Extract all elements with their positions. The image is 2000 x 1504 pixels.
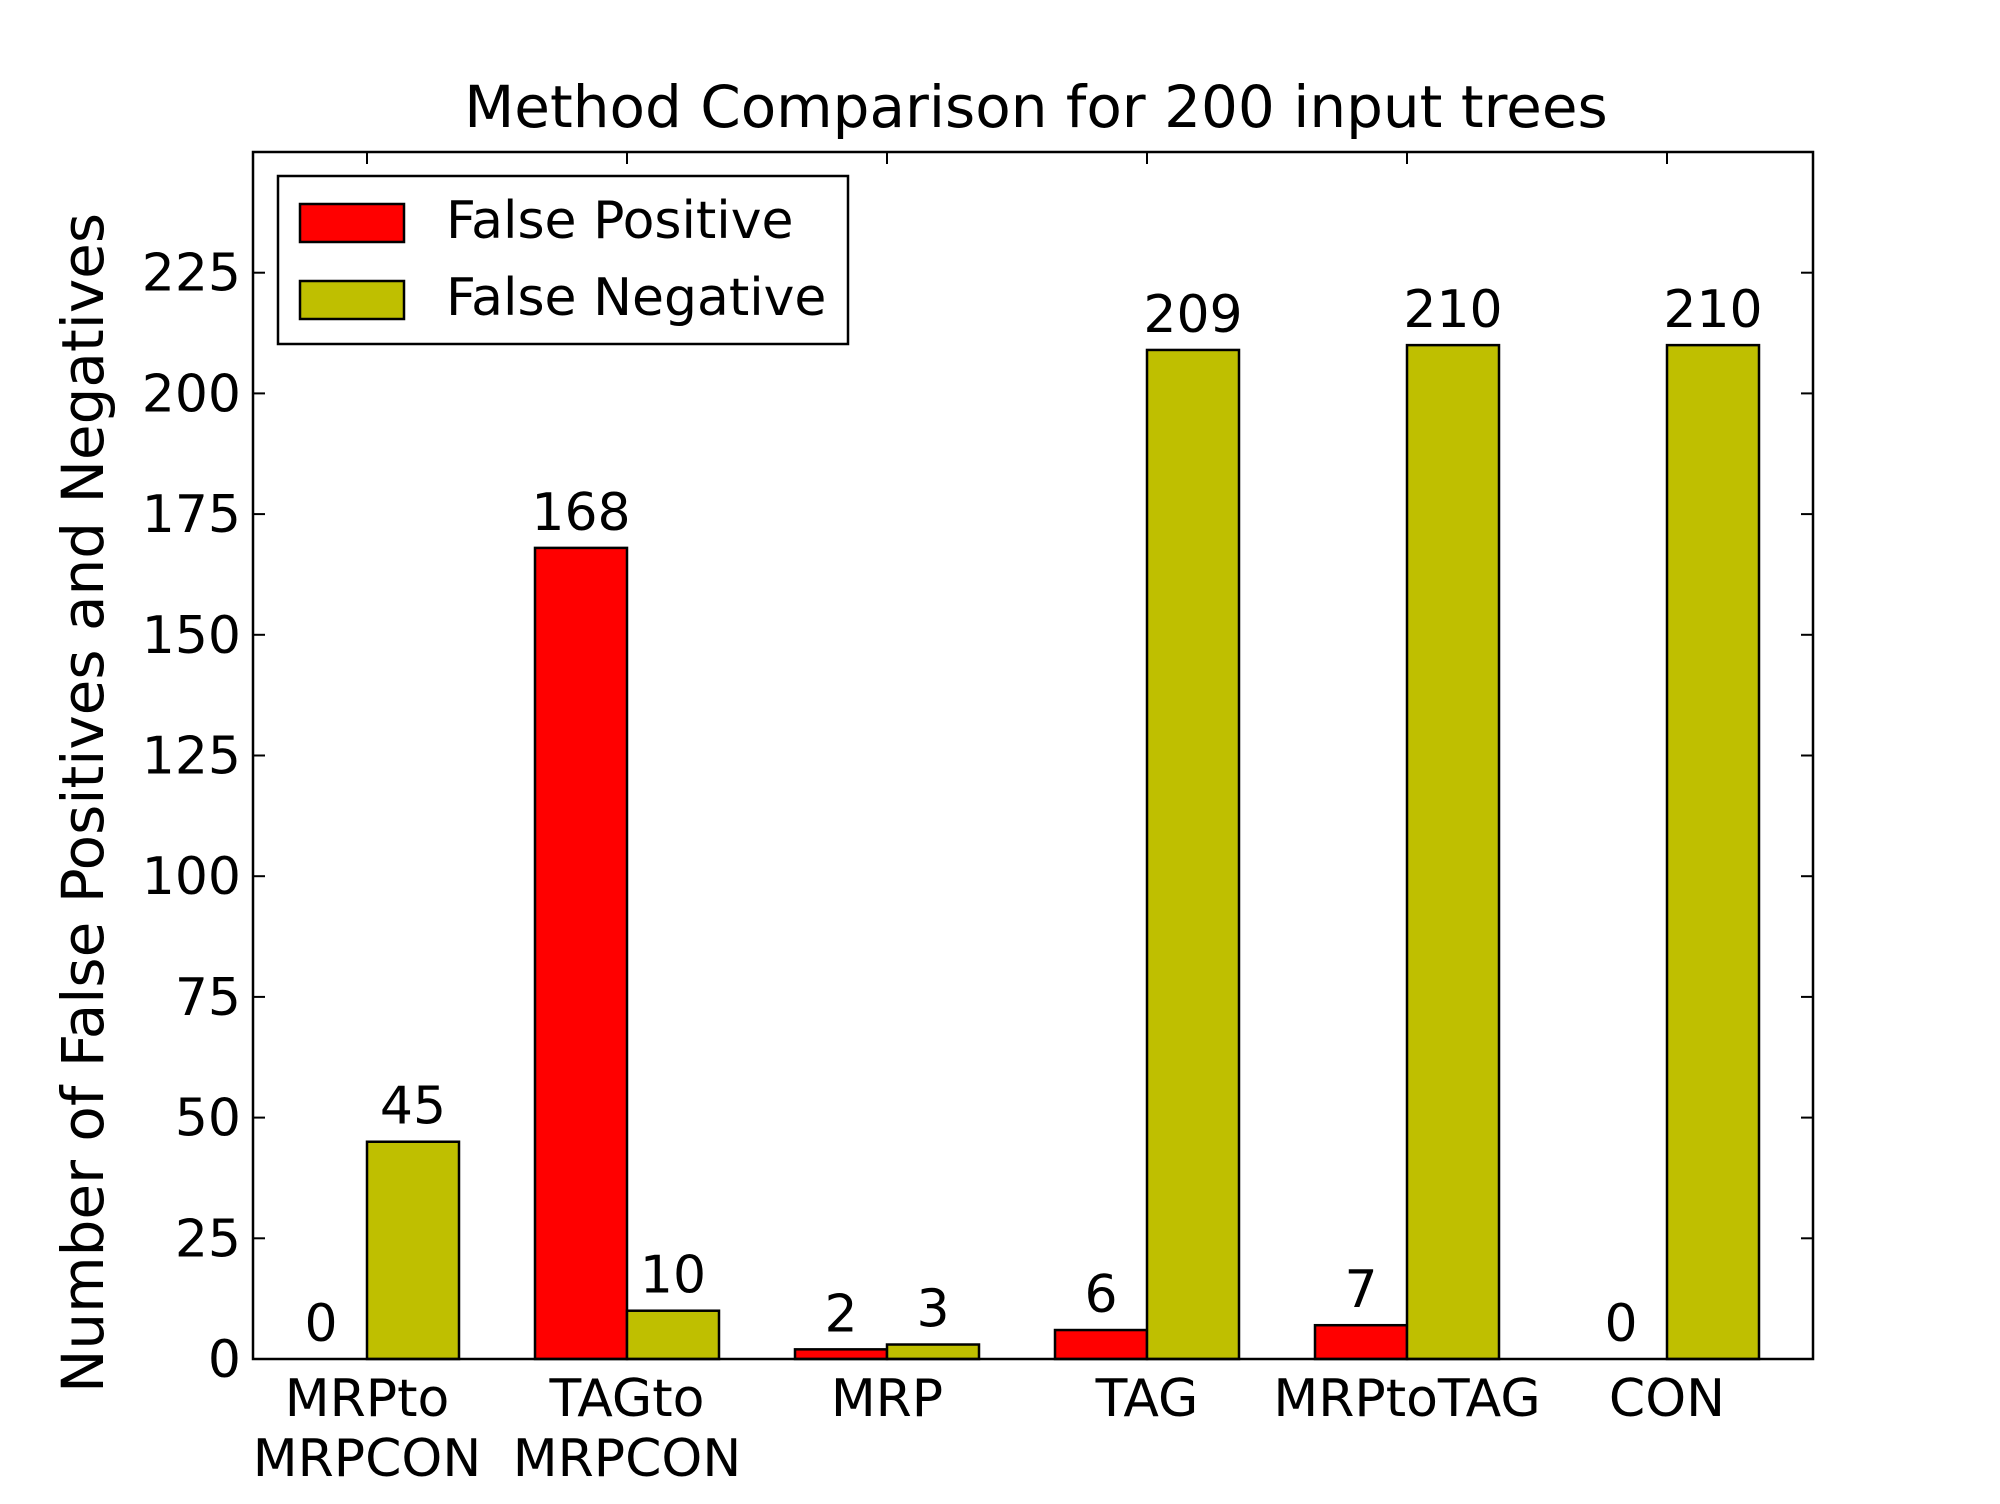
y-tick-label: 100 xyxy=(142,847,241,907)
bar-false-positive-2 xyxy=(793,1348,889,1361)
y-tick-label: 150 xyxy=(142,606,241,666)
bars-layer xyxy=(365,343,1761,1361)
y-tick-label: 50 xyxy=(175,1089,241,1149)
data-label: 210 xyxy=(1663,280,1762,340)
legend-swatch xyxy=(298,279,406,321)
legend-label: False Negative xyxy=(446,268,826,328)
data-label: 7 xyxy=(1344,1260,1377,1320)
y-tick-label: 75 xyxy=(175,968,241,1028)
legend-label: False Positive xyxy=(446,191,794,251)
x-tick-label: MRPtoTAG xyxy=(1273,1369,1540,1429)
data-label: 10 xyxy=(640,1246,706,1306)
y-tick-label: 125 xyxy=(142,727,241,787)
chart-title: Method Comparison for 200 input trees xyxy=(464,73,1608,141)
x-tick-label: MRPto xyxy=(285,1369,450,1429)
bar-false-positive-1 xyxy=(533,546,629,1361)
legend-swatch xyxy=(298,202,406,244)
x-tick-label: TAG xyxy=(1095,1369,1199,1429)
bar-false-positive-4 xyxy=(1313,1323,1409,1361)
y-tick-label: 0 xyxy=(208,1330,241,1390)
data-label: 0 xyxy=(1604,1294,1637,1354)
data-label: 210 xyxy=(1403,280,1502,340)
data-label: 6 xyxy=(1084,1265,1117,1325)
data-label: 2 xyxy=(824,1284,857,1344)
bar-false-positive-3 xyxy=(1053,1328,1149,1361)
data-label: 168 xyxy=(531,483,630,543)
y-tick-label: 200 xyxy=(142,364,241,424)
y-axis-label: Number of False Positives and Negatives xyxy=(49,213,117,1393)
bar-false-negative-1 xyxy=(625,1309,721,1361)
x-tick-label: MRPCON xyxy=(253,1429,482,1489)
x-tick-label: TAGto xyxy=(549,1369,705,1429)
x-tick-label: MRPCON xyxy=(513,1429,742,1489)
data-label: 0 xyxy=(304,1294,337,1354)
bar-false-negative-0 xyxy=(365,1140,461,1361)
bar-false-negative-3 xyxy=(1145,348,1241,1361)
bar-false-negative-5 xyxy=(1665,343,1761,1361)
x-tick-label: CON xyxy=(1609,1369,1725,1429)
data-label: 45 xyxy=(380,1077,446,1137)
data-label: 3 xyxy=(916,1280,949,1340)
y-tick-label: 175 xyxy=(142,485,241,545)
bar-false-negative-4 xyxy=(1405,343,1501,1361)
data-label: 209 xyxy=(1143,285,1242,345)
y-tick-label: 225 xyxy=(142,244,241,304)
bar-false-negative-2 xyxy=(885,1343,981,1361)
x-tick-label: MRP xyxy=(831,1369,943,1429)
y-tick-label: 25 xyxy=(175,1209,241,1269)
legend: False Positive False Negative xyxy=(276,174,850,346)
plot-frame xyxy=(251,150,1815,1361)
data-labels-layer: 0 45 168 10 2 3 6 209 7 210 0 210 xyxy=(304,280,1762,1354)
